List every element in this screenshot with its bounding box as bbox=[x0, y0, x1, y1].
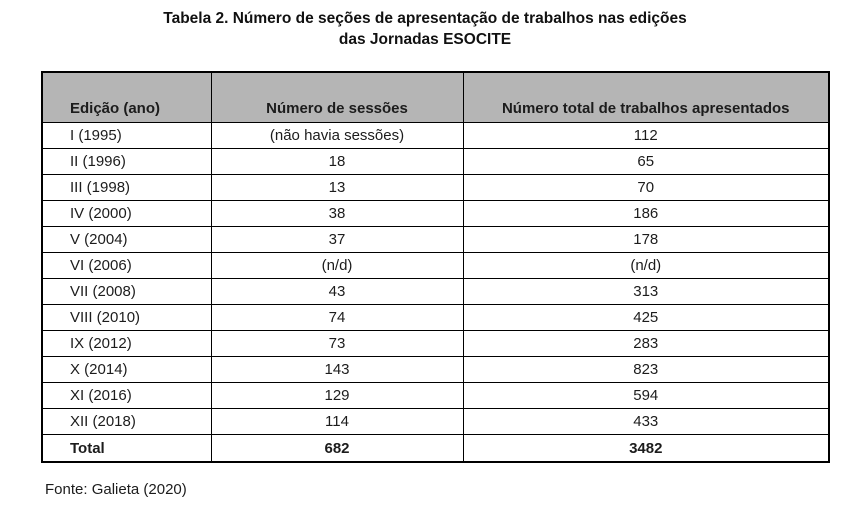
table-row: I (1995) (não havia sessões) 112 bbox=[41, 122, 830, 149]
cell-edition: V (2004) bbox=[41, 226, 212, 253]
cell-edition: II (1996) bbox=[41, 148, 212, 175]
table-row: VII (2008) 43 313 bbox=[41, 278, 830, 305]
table-row-total: Total 682 3482 bbox=[41, 434, 830, 463]
cell-works: 178 bbox=[462, 226, 830, 253]
header-edition: Edição (ano) bbox=[41, 71, 212, 123]
table-header: Edição (ano) Número de sessões Número to… bbox=[41, 71, 830, 123]
cell-works: 313 bbox=[462, 278, 830, 305]
cell-works: 65 bbox=[462, 148, 830, 175]
cell-edition: XI (2016) bbox=[41, 382, 212, 409]
table-row: VI (2006) (n/d) (n/d) bbox=[41, 252, 830, 279]
table-row: X (2014) 143 823 bbox=[41, 356, 830, 383]
cell-sessions: (n/d) bbox=[210, 252, 464, 279]
cell-works: (n/d) bbox=[462, 252, 830, 279]
cell-works: 594 bbox=[462, 382, 830, 409]
cell-sessions: 43 bbox=[210, 278, 464, 305]
cell-sessions: 73 bbox=[210, 330, 464, 357]
source-note: Fonte: Galieta (2020) bbox=[45, 481, 187, 498]
table-body: I (1995) (não havia sessões) 112 II (199… bbox=[41, 122, 830, 463]
table-row: VIII (2010) 74 425 bbox=[41, 304, 830, 331]
cell-edition: X (2014) bbox=[41, 356, 212, 383]
cell-works: 283 bbox=[462, 330, 830, 357]
cell-total-sessions: 682 bbox=[210, 434, 464, 463]
header-total-works: Número total de trabalhos apresentados bbox=[462, 71, 830, 123]
cell-sessions: (não havia sessões) bbox=[210, 122, 464, 149]
cell-edition: XII (2018) bbox=[41, 408, 212, 435]
cell-works: 425 bbox=[462, 304, 830, 331]
cell-works: 823 bbox=[462, 356, 830, 383]
table-row: XI (2016) 129 594 bbox=[41, 382, 830, 409]
table-row: III (1998) 13 70 bbox=[41, 174, 830, 201]
table-row: II (1996) 18 65 bbox=[41, 148, 830, 175]
cell-sessions: 18 bbox=[210, 148, 464, 175]
table-title-line2: das Jornadas ESOCITE bbox=[338, 31, 512, 48]
cell-works: 186 bbox=[462, 200, 830, 227]
cell-edition: VI (2006) bbox=[41, 252, 212, 279]
cell-total-works: 3482 bbox=[462, 434, 830, 463]
cell-total-label: Total bbox=[41, 434, 212, 463]
table-row: V (2004) 37 178 bbox=[41, 226, 830, 253]
table-title: Tabela 2. Número de seções de apresentaç… bbox=[0, 8, 850, 50]
cell-works: 70 bbox=[462, 174, 830, 201]
cell-sessions: 114 bbox=[210, 408, 464, 435]
cell-edition: VII (2008) bbox=[41, 278, 212, 305]
cell-works: 112 bbox=[462, 122, 830, 149]
cell-sessions: 13 bbox=[210, 174, 464, 201]
cell-sessions: 74 bbox=[210, 304, 464, 331]
header-sessions: Número de sessões bbox=[210, 71, 464, 123]
table-row: XII (2018) 114 433 bbox=[41, 408, 830, 435]
cell-edition: IX (2012) bbox=[41, 330, 212, 357]
table-row: IV (2000) 38 186 bbox=[41, 200, 830, 227]
cell-works: 433 bbox=[462, 408, 830, 435]
table-row: IX (2012) 73 283 bbox=[41, 330, 830, 357]
table-title-line1: Tabela 2. Número de seções de apresentaç… bbox=[163, 10, 687, 27]
cell-sessions: 129 bbox=[210, 382, 464, 409]
cell-sessions: 143 bbox=[210, 356, 464, 383]
cell-edition: VIII (2010) bbox=[41, 304, 212, 331]
header-row: Edição (ano) Número de sessões Número to… bbox=[41, 71, 830, 123]
cell-edition: I (1995) bbox=[41, 122, 212, 149]
cell-sessions: 37 bbox=[210, 226, 464, 253]
cell-edition: III (1998) bbox=[41, 174, 212, 201]
cell-sessions: 38 bbox=[210, 200, 464, 227]
esocite-sessions-table: Edição (ano) Número de sessões Número to… bbox=[41, 71, 830, 463]
cell-edition: IV (2000) bbox=[41, 200, 212, 227]
